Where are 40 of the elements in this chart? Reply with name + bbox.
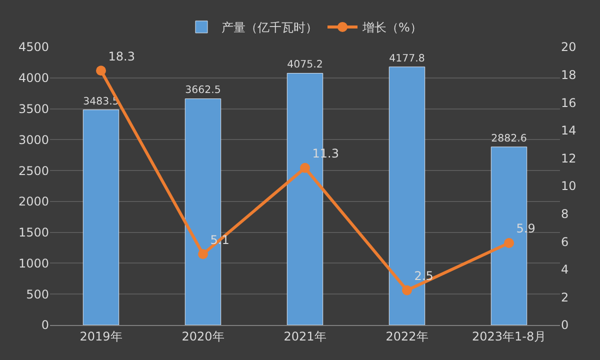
x-tick-label: 2022年: [386, 329, 428, 344]
y-tick-label: 4000: [18, 71, 49, 86]
point: [96, 66, 106, 76]
y2-tick-label: 0: [561, 318, 569, 332]
y2-tick-label: 14: [561, 124, 576, 138]
x-tick-label: 2019年: [80, 329, 122, 344]
y-tick-label: 2000: [18, 194, 49, 209]
y2-tick-label: 20: [561, 40, 576, 54]
y2-tick-label: 18: [561, 68, 576, 82]
data-label: 5.1: [210, 232, 230, 247]
point: [300, 162, 310, 173]
y2-tick-label: 2: [561, 290, 569, 304]
data-label: 4075.2: [287, 60, 323, 71]
data-label: 4177.8: [389, 53, 425, 64]
y-tick-label: 3000: [18, 132, 49, 147]
data-label: 3662.5: [185, 85, 221, 96]
x-tick-label: 2023年1-8月: [472, 329, 546, 344]
bar: [82, 110, 120, 325]
legend-label: 增长（%）: [362, 20, 422, 35]
y-tick-label: 0: [41, 318, 49, 332]
y-tick-label: 1500: [18, 226, 49, 240]
y2-tick-label: 6: [561, 234, 569, 249]
x-tick-label: 2020年: [182, 329, 224, 344]
y2-tick-label: 10: [561, 179, 576, 194]
data-label: 18.3: [108, 49, 135, 64]
point: [504, 238, 514, 248]
y-tick-label: 500: [26, 287, 49, 302]
point: [198, 249, 208, 260]
y-tick-label: 4500: [18, 40, 49, 54]
y-tick-label: 3500: [18, 102, 49, 116]
y-tick-label: 1000: [18, 256, 49, 270]
y2-tick-label: 4: [561, 262, 569, 277]
x-tick-label: 2021年: [284, 329, 326, 344]
y2-tick-label: 8: [561, 207, 569, 221]
data-label: 2882.6: [491, 133, 527, 144]
y2-tick-label: 12: [561, 151, 576, 166]
legend-label: 产量（亿千瓦时）: [222, 20, 318, 35]
point: [402, 285, 412, 296]
y2-tick-label: 16: [561, 96, 576, 110]
y-tick-label: 2500: [18, 164, 49, 178]
